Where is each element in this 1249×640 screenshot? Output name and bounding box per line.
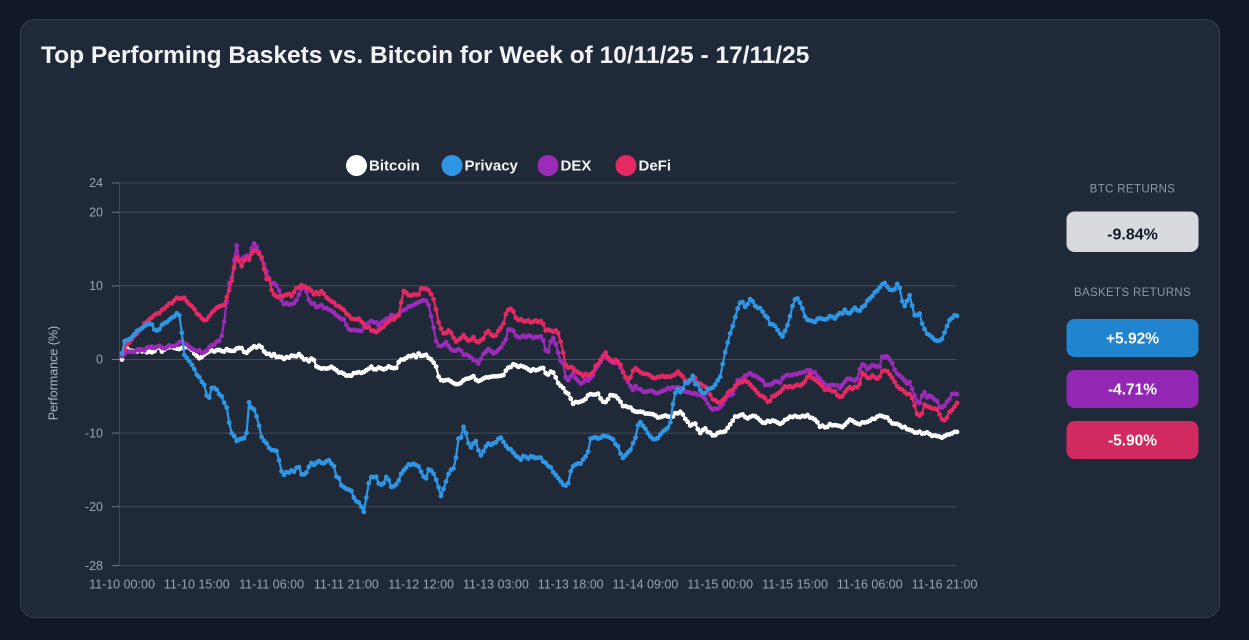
svg-text:11-11 21:00: 11-11 21:00 [314,578,379,592]
svg-text:-28: -28 [85,559,103,573]
svg-text:11-15 00:00: 11-15 00:00 [687,578,753,592]
svg-text:Top Performing Baskets vs. Bit: Top Performing Baskets vs. Bitcoin for W… [41,42,809,69]
svg-text:-4.71%: -4.71% [1108,382,1157,399]
svg-text:11-10 15:00: 11-10 15:00 [164,578,230,592]
svg-text:11-13 03:00: 11-13 03:00 [463,578,529,592]
svg-text:+5.92%: +5.92% [1106,331,1159,348]
svg-text:0: 0 [96,353,103,367]
svg-text:Performance (%): Performance (%) [47,326,61,420]
svg-text:BASKETS RETURNS: BASKETS RETURNS [1074,287,1191,299]
svg-text:11-14 09:00: 11-14 09:00 [613,578,679,592]
svg-text:11-12 12:00: 11-12 12:00 [388,578,454,592]
svg-text:-9.84%: -9.84% [1107,227,1158,244]
svg-text:11-15 15:00: 11-15 15:00 [762,578,828,592]
svg-text:-20: -20 [85,500,103,514]
svg-text:11-16 21:00: 11-16 21:00 [912,578,978,592]
svg-text:DEX: DEX [561,158,592,175]
svg-text:Bitcoin: Bitcoin [369,158,420,175]
svg-text:11-16 06:00: 11-16 06:00 [837,578,903,592]
svg-text:11-10 00:00: 11-10 00:00 [89,578,155,592]
svg-text:20: 20 [89,206,103,220]
svg-text:DeFi: DeFi [639,158,672,175]
svg-text:-5.90%: -5.90% [1108,433,1157,450]
svg-text:BTC RETURNS: BTC RETURNS [1090,184,1176,196]
svg-text:24: 24 [89,176,103,190]
svg-text:-10: -10 [85,426,103,440]
svg-text:11-13 18:00: 11-13 18:00 [538,578,604,592]
svg-text:10: 10 [89,279,103,293]
svg-text:11-11 06:00: 11-11 06:00 [239,578,304,592]
svg-text:Privacy: Privacy [465,158,519,175]
